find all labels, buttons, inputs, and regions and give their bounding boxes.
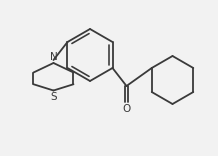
Text: S: S bbox=[50, 92, 57, 102]
Text: O: O bbox=[122, 104, 131, 114]
Text: N: N bbox=[50, 51, 57, 61]
